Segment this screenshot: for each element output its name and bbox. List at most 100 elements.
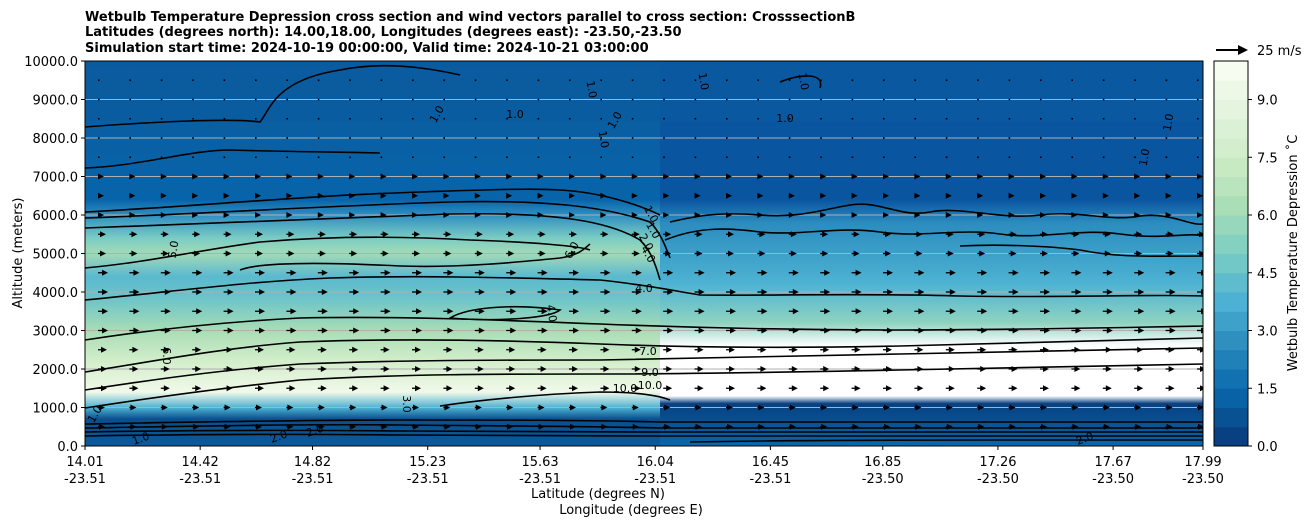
wind-vector-head	[822, 250, 829, 257]
wind-vector-head	[980, 385, 987, 392]
wind-vector-head	[1041, 404, 1047, 411]
wind-vector	[694, 79, 697, 82]
wind-vector-head	[1075, 327, 1082, 334]
wind-vector-head	[663, 173, 670, 180]
wind-vector	[977, 79, 979, 82]
contour-line	[85, 316, 1203, 341]
wind-vector-head	[600, 212, 607, 218]
wind-vector	[820, 137, 822, 139]
wind-vector	[255, 79, 257, 82]
wind-vector-head	[413, 423, 419, 430]
wind-vector-head	[539, 231, 546, 238]
wind-vector-head	[384, 289, 391, 295]
wind-vector-head	[1008, 173, 1015, 180]
contour-line	[85, 212, 661, 281]
contour-line	[85, 200, 671, 259]
wind-vector-head	[824, 289, 831, 295]
wind-vector-head	[697, 346, 704, 353]
wind-vector-head	[100, 250, 106, 257]
colorbar-step	[1214, 407, 1248, 428]
wind-vector-head	[792, 269, 799, 276]
wind-vector-head	[1138, 269, 1145, 276]
wind-vector-head	[730, 308, 736, 315]
y-tick-label: 7000.0	[33, 171, 79, 186]
wind-vector-head	[791, 366, 798, 372]
wind-vector-head	[412, 212, 418, 218]
wind-vector-head	[854, 366, 861, 372]
wind-vector	[317, 156, 320, 159]
wind-vector-head	[760, 366, 767, 372]
wind-vector-head	[887, 289, 893, 295]
wind-vector-head	[729, 366, 735, 372]
wind-vector-head	[383, 346, 390, 353]
wind-vector-head	[287, 404, 294, 411]
wind-vector-head	[353, 327, 360, 334]
wind-vector-head	[633, 250, 640, 257]
wind-vector-head	[541, 289, 548, 295]
wind-vector-head	[883, 192, 889, 199]
wind-vector	[1040, 156, 1042, 159]
wind-vector-head	[760, 346, 767, 353]
wind-vector-head	[415, 385, 421, 392]
wind-vector-head	[949, 327, 956, 334]
wind-vector	[349, 137, 351, 139]
contour-label: 1.0	[1137, 148, 1153, 167]
wind-vector	[977, 98, 979, 101]
wind-vector	[286, 156, 288, 159]
wind-vector-head	[1102, 173, 1109, 180]
wind-vector	[600, 117, 602, 120]
wind-vector-head	[349, 212, 356, 218]
colorbar-tick-label: 9.0	[1257, 94, 1278, 109]
wind-vector	[663, 79, 665, 82]
wind-vector-head	[694, 212, 701, 218]
wind-vector	[1102, 117, 1105, 120]
wind-vector-head	[352, 385, 359, 392]
wind-vector-head	[1201, 308, 1203, 315]
wind-vector-head	[663, 212, 670, 218]
wind-vector-head	[192, 192, 199, 199]
wind-vector	[255, 137, 257, 139]
colorbar-step	[1214, 369, 1248, 389]
colorbar-step	[1214, 99, 1248, 120]
wind-vector-head	[321, 269, 328, 276]
wind-vector-head	[416, 269, 422, 276]
wind-vector	[506, 156, 508, 159]
wind-vector-head	[852, 423, 859, 430]
wind-vector-head	[540, 366, 547, 372]
wind-vector	[569, 98, 571, 101]
wind-vector-head	[258, 385, 264, 392]
x-tick-label-lon: -23.50	[1182, 472, 1224, 487]
wind-vector-head	[1071, 212, 1078, 218]
wind-vector-head	[917, 366, 924, 372]
wind-vector-head	[1201, 269, 1203, 276]
wind-vector-head	[949, 308, 956, 315]
x-tick-label-lat: 16.45	[752, 455, 789, 470]
contour-line	[85, 236, 591, 269]
wind-vector-head	[1072, 423, 1079, 430]
wind-vector-head	[255, 173, 261, 180]
wind-vector-head	[820, 173, 827, 180]
wind-vector-head	[1043, 366, 1049, 372]
wind-vector-head	[475, 404, 482, 411]
wind-vector-head	[696, 231, 703, 238]
wind-vector	[160, 117, 163, 120]
wind-vector-head	[757, 192, 764, 199]
wind-vector	[506, 117, 508, 120]
wind-vector	[1071, 137, 1073, 139]
wind-vector-head	[1136, 231, 1143, 238]
wind-vector-head	[759, 231, 766, 238]
contour-label: 1.0	[506, 108, 524, 121]
wind-vector	[663, 98, 665, 101]
colorbar-step	[1214, 349, 1248, 370]
wind-vector	[1008, 137, 1011, 139]
wind-vector-head	[631, 173, 638, 180]
wind-vector-head	[1071, 173, 1078, 180]
wind-vector	[631, 156, 634, 159]
wind-vector-head	[289, 346, 296, 353]
colorbar-step	[1214, 138, 1248, 158]
wind-vector-head	[99, 423, 105, 430]
wind-vector-head	[729, 346, 735, 353]
wind-vector	[129, 98, 131, 101]
wind-vector-head	[757, 173, 764, 180]
wind-vector-head	[1198, 423, 1203, 430]
